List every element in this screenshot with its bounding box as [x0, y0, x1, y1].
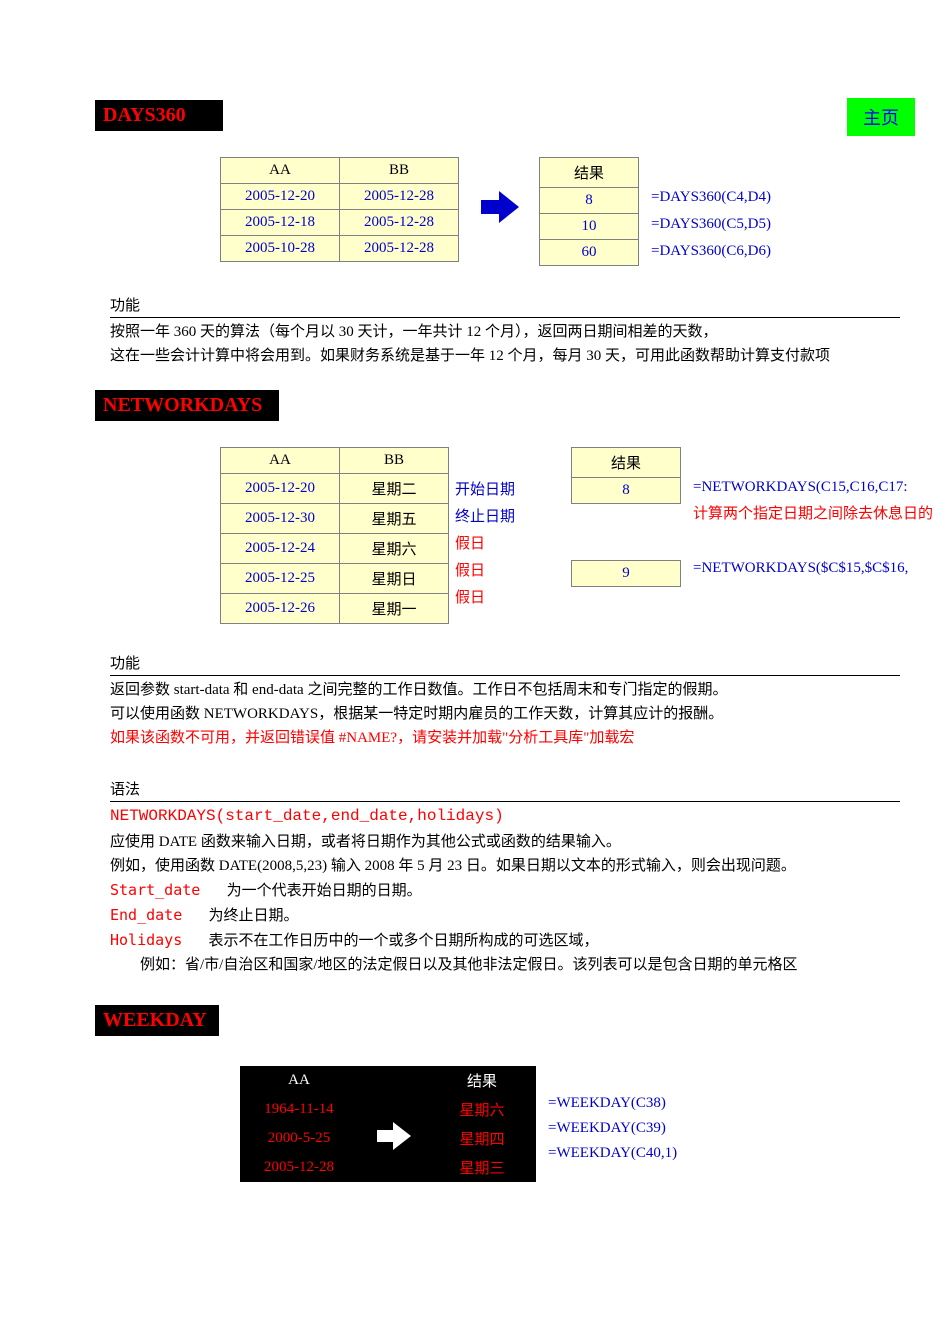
section1-func-label: 功能 — [110, 294, 900, 318]
networkdays-formula-column: =NETWORKDAYS(C15,C16,C17: 计算两个指定日期之间除去休息… — [681, 447, 933, 582]
cell: 2005-12-26 — [221, 594, 340, 624]
note-text: 计算两个指定日期之间除去休息日的 — [681, 501, 933, 528]
param-name: Holidays — [110, 931, 182, 949]
col-result-header: 结果 — [428, 1066, 536, 1095]
cell: 星期六 — [428, 1095, 536, 1124]
cell: 2005-10-28 — [221, 236, 340, 262]
days360-example-row: AA BB 2005-12-202005-12-28 2005-12-18200… — [220, 157, 945, 266]
cell: 8 — [572, 478, 681, 504]
cell: 2000-5-25 — [240, 1124, 358, 1153]
text: 可以使用函数 NETWORKDAYS，根据某一特定时期内雇员的工作天数，计算其应… — [110, 706, 723, 722]
days360-input-table: AA BB 2005-12-202005-12-28 2005-12-18200… — [220, 157, 459, 262]
col-result-header: 结果 — [540, 158, 639, 188]
formula-text: =DAYS360(C4,D4) — [639, 184, 771, 211]
formula-text: =NETWORKDAYS($C$15,$C$16, — [681, 555, 933, 582]
col-aa-header: AA — [221, 448, 340, 474]
text: 例如：省/市/自治区和国家/地区的法定假日以及其他非法定假日。该列表可以是包含日… — [140, 957, 798, 973]
formula-text: =NETWORKDAYS(C15,C16,C17: — [681, 474, 933, 501]
section1-title: DAYS360 — [95, 100, 223, 131]
text: 这在一些会计计算中将会用到。如果财务系统是基于一年 12 个月，每月 30 天，… — [110, 348, 830, 364]
formula-text: =WEEKDAY(C39) — [536, 1116, 677, 1141]
col-bb-header: BB — [340, 448, 449, 474]
side-label: 假日 — [449, 582, 521, 609]
section3-title: WEEKDAY — [95, 1005, 219, 1036]
formula-text: =WEEKDAY(C40,1) — [536, 1141, 677, 1166]
networkdays-side-labels: 开始日期 终止日期 假日 假日 假日 — [449, 447, 521, 609]
col-bb-header: BB — [340, 158, 459, 184]
networkdays-result1-table: 结果 8 — [571, 447, 681, 504]
text: 应使用 DATE 函数来输入日期，或者将日期作为其他公式或函数的结果输入。 — [110, 834, 621, 850]
side-label: 开始日期 — [449, 474, 521, 501]
cell: 2005-12-28 — [240, 1153, 358, 1182]
col-aa-header: AA — [240, 1066, 358, 1095]
section2-syntax: NETWORKDAYS(start_date,end_date,holidays… — [110, 804, 940, 977]
arrow-icon — [358, 1095, 428, 1182]
param-desc: 表示不在工作日历中的一个或多个日期所构成的可选区域， — [209, 933, 599, 949]
col-aa-header: AA — [221, 158, 340, 184]
cell: 9 — [572, 561, 681, 587]
section2-header-row: NETWORKDAYS — [95, 390, 945, 421]
cell: 2005-12-18 — [221, 210, 340, 236]
param-desc: 为终止日期。 — [209, 908, 299, 924]
param-desc: 为一个代表开始日期的日期。 — [227, 883, 422, 899]
formula-text: =DAYS360(C6,D6) — [639, 238, 771, 265]
weekday-table: AA 结果 1964-11-14 星期六 2000-5-25 星期四 — [240, 1066, 536, 1182]
formula-text: =DAYS360(C5,D5) — [639, 211, 771, 238]
text: 例如，使用函数 DATE(2008,5,23) 输入 2008 年 5 月 23… — [110, 858, 796, 874]
side-label: 假日 — [449, 528, 521, 555]
weekday-example-row: AA 结果 1964-11-14 星期六 2000-5-25 星期四 — [240, 1066, 945, 1182]
cell: 2005-12-28 — [340, 210, 459, 236]
arrow-icon — [459, 157, 539, 229]
cell: 2005-12-20 — [221, 184, 340, 210]
networkdays-example-row: AA BB 2005-12-20星期二 2005-12-30星期五 2005-1… — [220, 447, 945, 624]
networkdays-result-column: 结果 8 9 — [571, 447, 681, 587]
cell: 星期三 — [428, 1153, 536, 1182]
section2-syntax-label: 语法 — [110, 778, 900, 802]
section2-desc: 返回参数 start-data 和 end-data 之间完整的工作日数值。工作… — [110, 678, 940, 750]
cell: 星期四 — [428, 1124, 536, 1153]
section3-header-row: WEEKDAY — [95, 1005, 945, 1036]
cell: 星期六 — [340, 534, 449, 564]
cell: 8 — [540, 188, 639, 214]
cell: 2005-12-30 — [221, 504, 340, 534]
cell: 10 — [540, 214, 639, 240]
formula-text: =WEEKDAY(C38) — [536, 1091, 677, 1116]
cell: 2005-12-20 — [221, 474, 340, 504]
section1-desc: 按照一年 360 天的算法（每个月以 30 天计，一年共计 12 个月），返回两… — [110, 320, 940, 368]
cell: 60 — [540, 240, 639, 266]
weekday-formula-column: =WEEKDAY(C38) =WEEKDAY(C39) =WEEKDAY(C40… — [536, 1066, 677, 1166]
spacer — [358, 1066, 428, 1095]
section2-func-label: 功能 — [110, 652, 900, 676]
networkdays-result2-table: 9 — [571, 560, 681, 587]
cell: 2005-12-25 — [221, 564, 340, 594]
days360-formula-column: =DAYS360(C4,D4) =DAYS360(C5,D5) =DAYS360… — [639, 157, 771, 265]
text: 如果该函数不可用，并返回错误值 #NAME?，请安装并加载"分析工具库"加载宏 — [110, 730, 634, 746]
cell: 2005-12-28 — [340, 184, 459, 210]
cell: 1964-11-14 — [240, 1095, 358, 1124]
syntax-signature: NETWORKDAYS(start_date,end_date,holidays… — [110, 807, 504, 825]
cell: 星期五 — [340, 504, 449, 534]
param-name: End_date — [110, 906, 182, 924]
days360-result-table: 结果 8 10 60 — [539, 157, 639, 266]
side-label: 终止日期 — [449, 501, 521, 528]
side-label: 假日 — [449, 555, 521, 582]
section1-header-row: DAYS360 主页 — [95, 100, 945, 131]
text: 返回参数 start-data 和 end-data 之间完整的工作日数值。工作… — [110, 682, 727, 698]
section2-title: NETWORKDAYS — [95, 390, 279, 421]
param-name: Start_date — [110, 881, 200, 899]
cell: 2005-12-28 — [340, 236, 459, 262]
networkdays-input-table: AA BB 2005-12-20星期二 2005-12-30星期五 2005-1… — [220, 447, 449, 624]
text: 按照一年 360 天的算法（每个月以 30 天计，一年共计 12 个月），返回两… — [110, 324, 718, 340]
cell: 星期日 — [340, 564, 449, 594]
home-button[interactable]: 主页 — [847, 98, 915, 136]
cell: 星期二 — [340, 474, 449, 504]
cell: 星期一 — [340, 594, 449, 624]
col-result-header: 结果 — [572, 448, 681, 478]
cell: 2005-12-24 — [221, 534, 340, 564]
